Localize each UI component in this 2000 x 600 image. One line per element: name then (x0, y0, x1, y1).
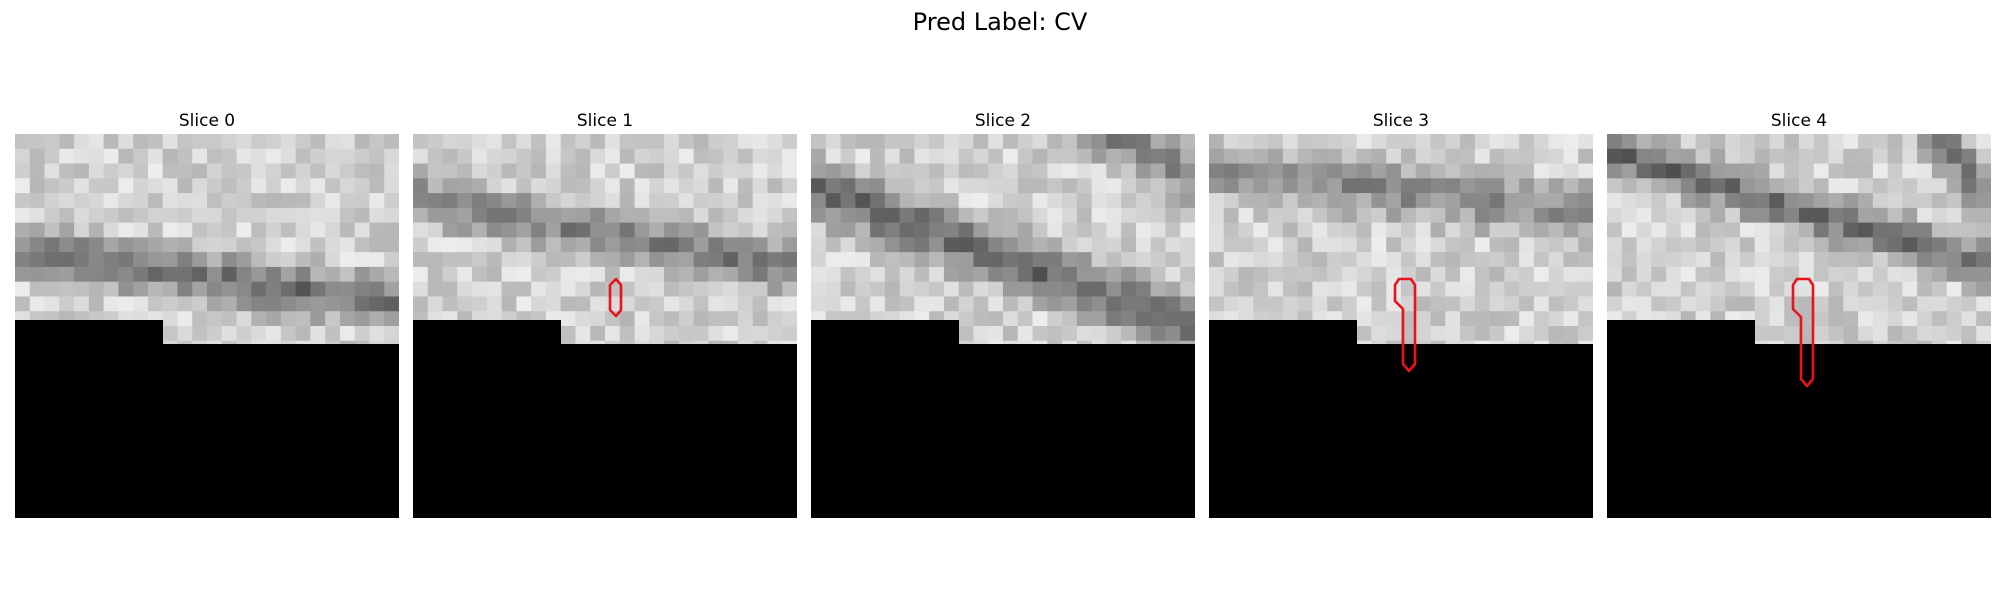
mask-region-3 (1209, 320, 1593, 518)
figure-title: Pred Label: CV (912, 8, 1088, 36)
slice-title-4: Slice 4 (1770, 111, 1828, 131)
prediction-contour-1 (608, 277, 623, 318)
slice-title-1: Slice 1 (576, 111, 634, 131)
slice-panel-3: Slice 3 (1209, 108, 1593, 518)
slice-image-1 (413, 134, 797, 518)
slice-panel-4: Slice 4 (1607, 108, 1991, 518)
slice-panel-1: Slice 1 (413, 108, 797, 518)
slice-image-3 (1209, 134, 1593, 518)
slice-title-0: Slice 0 (178, 111, 236, 131)
mask-region-4 (1607, 320, 1991, 518)
mask-region-1 (413, 320, 797, 518)
slice-image-0 (15, 134, 399, 518)
prediction-contour-3 (1393, 277, 1417, 373)
prediction-contour-4 (1791, 277, 1815, 388)
slice-panel-2: Slice 2 (811, 108, 1195, 518)
mask-region-2 (811, 320, 1195, 518)
mask-region-0 (15, 320, 399, 518)
slice-panel-0: Slice 0 (15, 108, 399, 518)
slice-image-2 (811, 134, 1195, 518)
slice-title-2: Slice 2 (974, 111, 1032, 131)
slice-image-4 (1607, 134, 1991, 518)
slice-title-3: Slice 3 (1372, 111, 1430, 131)
